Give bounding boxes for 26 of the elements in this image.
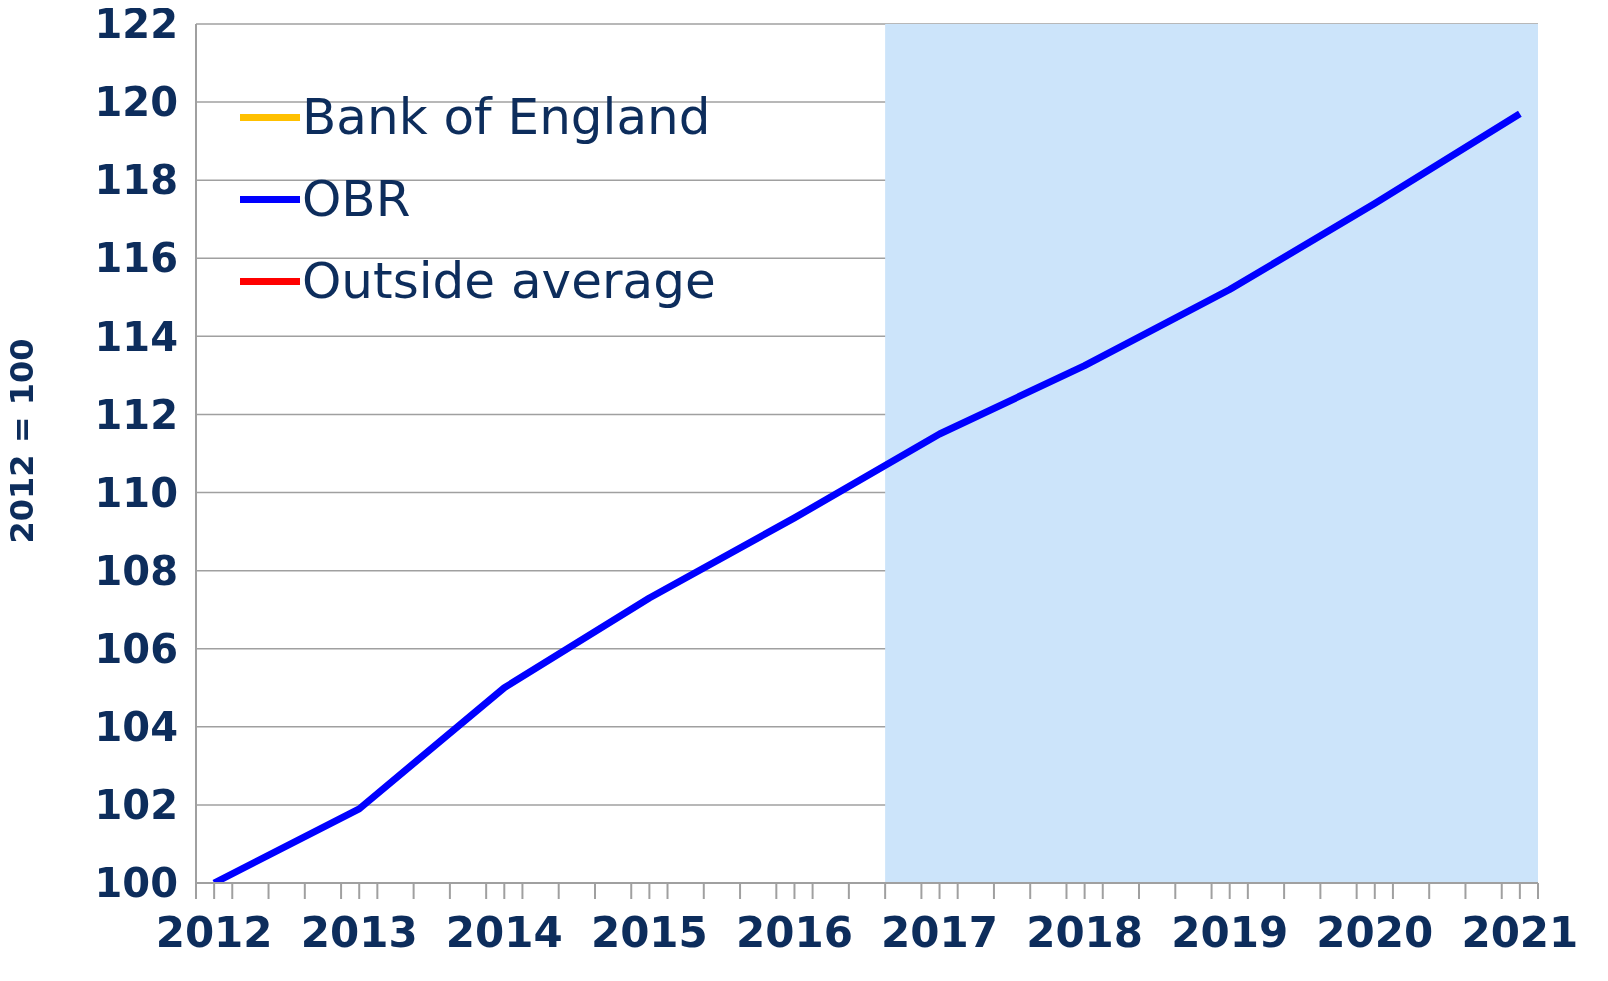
y-tick-label: 114 [94, 313, 178, 360]
y-tick-label: 116 [94, 235, 178, 282]
x-tick-label: 2020 [1316, 907, 1434, 957]
x-tick-label: 2018 [1026, 907, 1144, 957]
x-tick-label: 2021 [1461, 907, 1579, 957]
x-tick-label: 2013 [300, 907, 418, 957]
y-tick-label: 104 [94, 704, 178, 751]
y-tick-label: 102 [94, 782, 178, 829]
x-tick-label: 2017 [881, 907, 998, 957]
x-tick-label: 2015 [590, 907, 708, 957]
x-tick-label: 2012 [155, 907, 273, 957]
y-tick-label: 100 [94, 860, 178, 907]
legend-label: Bank of England [302, 87, 711, 148]
y-tick-label: 106 [94, 625, 178, 672]
x-tick-label: 2019 [1171, 907, 1289, 957]
y-tick-label: 118 [94, 157, 178, 204]
x-tick-label: 2014 [445, 907, 563, 957]
x-tick-label: 2016 [736, 907, 853, 957]
y-tick-label: 110 [94, 469, 178, 516]
y-tick-label: 112 [94, 391, 178, 438]
legend-label: OBR [302, 169, 411, 230]
y-tick-label: 120 [94, 79, 178, 126]
y-axis-title: 2012 = 100 [3, 338, 42, 544]
y-tick-label: 108 [94, 547, 178, 594]
legend-label: Outside average [302, 251, 716, 312]
y-tick-label: 122 [94, 1, 178, 48]
